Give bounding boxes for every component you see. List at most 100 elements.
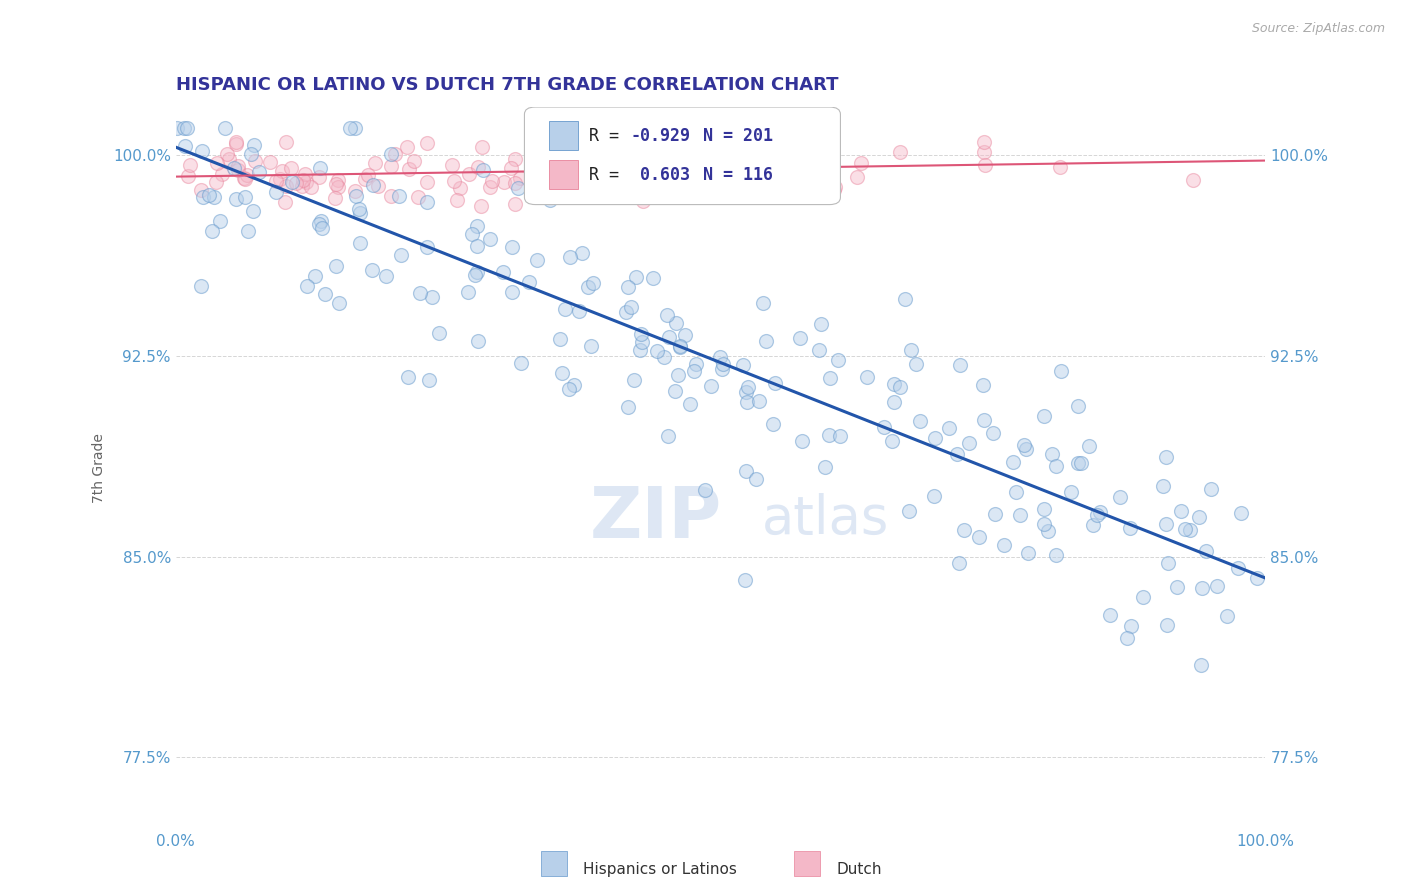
Point: [823, 183, 845, 197]
Point: [214, 121, 236, 136]
Point: [538, 193, 561, 207]
Point: [789, 331, 811, 345]
Point: [325, 259, 347, 273]
Point: [683, 364, 706, 378]
Point: [464, 268, 486, 282]
Point: [683, 174, 706, 188]
Point: [948, 556, 970, 570]
Point: [728, 169, 751, 184]
Point: [723, 167, 745, 181]
Point: [808, 343, 831, 357]
Point: [339, 121, 361, 136]
Point: [308, 218, 330, 232]
Point: [900, 343, 922, 358]
Point: [299, 179, 322, 194]
Point: [592, 171, 614, 186]
Point: [236, 168, 259, 182]
Point: [679, 396, 702, 410]
Point: [242, 204, 264, 219]
Point: [571, 246, 593, 260]
Point: [1166, 580, 1188, 594]
Point: [367, 178, 389, 193]
Point: [645, 344, 668, 359]
Point: [827, 352, 849, 367]
Point: [471, 140, 494, 154]
Point: [558, 382, 581, 396]
Point: [763, 376, 786, 390]
Point: [893, 293, 915, 307]
Point: [631, 175, 654, 189]
Point: [416, 240, 439, 254]
Point: [974, 158, 997, 172]
Point: [384, 147, 406, 161]
Point: [576, 279, 599, 293]
Point: [1194, 544, 1216, 558]
Point: [190, 183, 212, 197]
Text: R =: R =: [589, 127, 628, 145]
Point: [465, 265, 488, 279]
Point: [652, 351, 675, 365]
Point: [1010, 508, 1032, 523]
Point: [1119, 619, 1142, 633]
Point: [471, 163, 494, 178]
Point: [880, 434, 903, 448]
Point: [558, 250, 581, 264]
Point: [908, 413, 931, 427]
Point: [211, 167, 233, 181]
Point: [783, 140, 806, 154]
Point: [309, 161, 332, 176]
Point: [176, 169, 198, 183]
Text: 0.603: 0.603: [630, 166, 690, 184]
Point: [526, 253, 548, 268]
Point: [565, 162, 588, 177]
Point: [1216, 608, 1239, 623]
Point: [568, 303, 591, 318]
Point: [465, 219, 488, 234]
Point: [630, 335, 652, 350]
Point: [409, 286, 432, 301]
Point: [620, 301, 643, 315]
Point: [643, 271, 665, 285]
Point: [309, 214, 332, 228]
Point: [972, 377, 994, 392]
Point: [803, 178, 825, 192]
Point: [415, 136, 437, 150]
Point: [554, 301, 576, 316]
Point: [596, 170, 619, 185]
Point: [354, 172, 377, 186]
Point: [166, 121, 188, 136]
Point: [492, 175, 515, 189]
Point: [364, 156, 387, 170]
Point: [1152, 478, 1174, 492]
Point: [1040, 447, 1063, 461]
Y-axis label: 7th Grade: 7th Grade: [91, 434, 105, 503]
Point: [567, 187, 589, 202]
Point: [669, 339, 692, 353]
Point: [814, 459, 837, 474]
Point: [948, 358, 970, 372]
Point: [530, 171, 553, 186]
Point: [294, 167, 316, 181]
Point: [751, 296, 773, 310]
Point: [613, 161, 636, 176]
Point: [503, 197, 526, 211]
Point: [443, 174, 465, 188]
Point: [1081, 518, 1104, 533]
Point: [983, 425, 1005, 440]
Point: [1156, 450, 1178, 464]
Point: [280, 161, 302, 175]
Point: [984, 507, 1007, 521]
Point: [522, 169, 544, 183]
Point: [889, 145, 911, 160]
Point: [173, 139, 195, 153]
Point: [578, 159, 600, 173]
Point: [1191, 581, 1213, 595]
Point: [380, 189, 402, 203]
Point: [247, 165, 270, 179]
Point: [323, 191, 346, 205]
Point: [492, 265, 515, 279]
Point: [1045, 548, 1067, 562]
Text: N = 201: N = 201: [703, 127, 773, 145]
Point: [291, 173, 314, 187]
Text: HISPANIC OR LATINO VS DUTCH 7TH GRADE CORRELATION CHART: HISPANIC OR LATINO VS DUTCH 7TH GRADE CO…: [176, 77, 838, 95]
